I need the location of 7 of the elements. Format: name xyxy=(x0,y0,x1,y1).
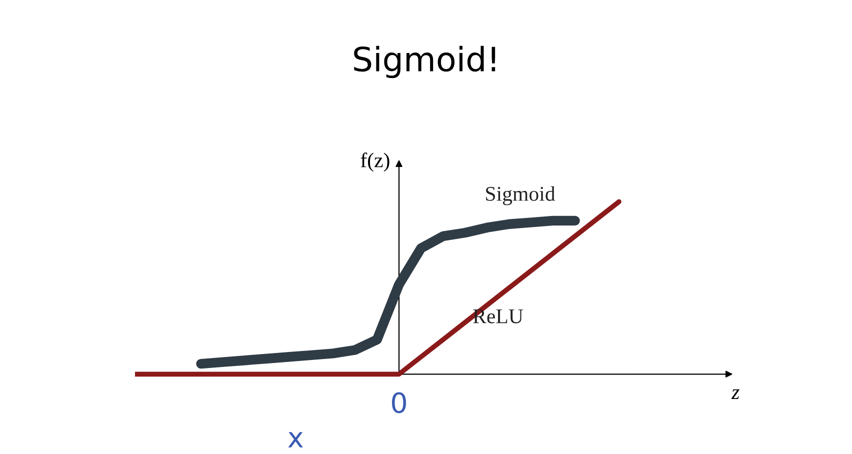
x-axis-title: z xyxy=(731,389,740,399)
series-label: Sigmoid xyxy=(486,186,556,206)
text: 0 xyxy=(392,392,406,414)
text: x xyxy=(288,432,303,448)
chart-title: Sigmoid! xyxy=(354,46,496,78)
series-label: ReLU xyxy=(473,310,524,324)
y-axis-title: f(z) xyxy=(360,152,390,172)
